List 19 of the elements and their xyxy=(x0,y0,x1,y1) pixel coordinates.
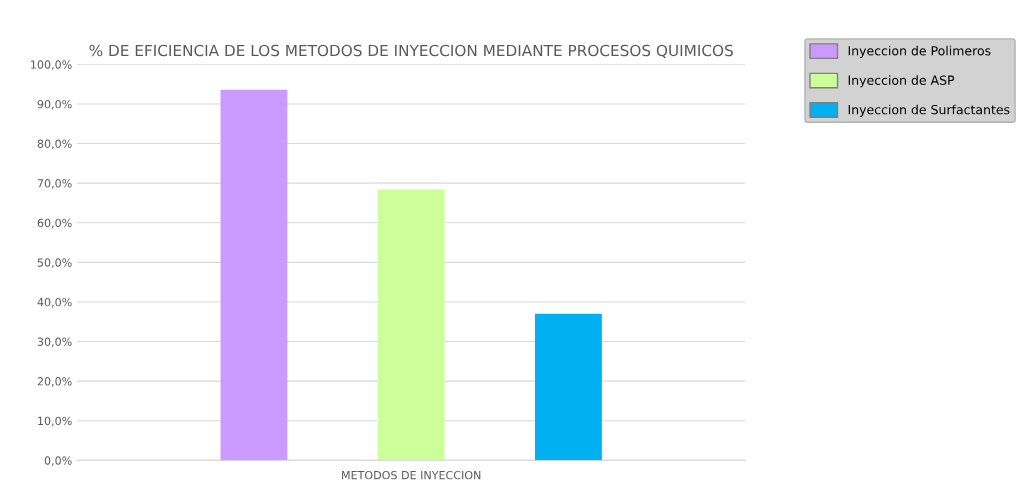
y-tick-label: 20,0% xyxy=(37,377,72,387)
y-tick-label: 50,0% xyxy=(37,258,72,268)
y-tick-label: 0,0% xyxy=(44,456,72,466)
y-tick-label: 30,0% xyxy=(37,337,72,348)
y-tick-label: 10,0% xyxy=(38,416,72,427)
y-tick-label: 90,0% xyxy=(37,99,72,110)
y-tick-label: 70,0% xyxy=(37,179,72,189)
legend-label: Inyeccion de ASP xyxy=(848,75,955,88)
legend-label: Inyeccion de Polimeros xyxy=(848,45,991,58)
bar xyxy=(535,313,602,461)
chart-title: % DE EFICIENCIA DE LOS METODOS DE INYECCION MEDIANTE PROCESOS QUIMICOS xyxy=(89,44,733,58)
y-tick-label: 40,0% xyxy=(37,297,72,308)
legend-label: Inyeccion de Surfactantes xyxy=(848,104,1010,117)
y-tick-label: 60,0% xyxy=(37,218,72,229)
bar xyxy=(220,89,288,461)
y-tick-label: 80,0% xyxy=(37,139,72,150)
x-axis-title: METODOS DE INYECCION xyxy=(342,470,481,480)
y-tick-label: 100,0% xyxy=(31,60,72,70)
bar xyxy=(377,189,445,461)
